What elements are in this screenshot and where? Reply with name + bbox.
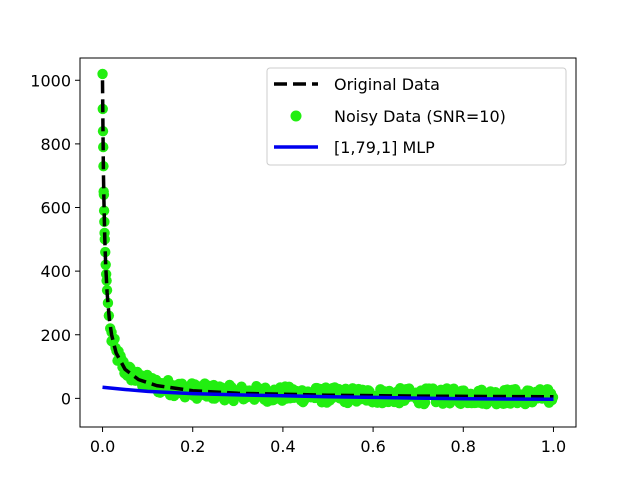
plot-data — [97, 68, 559, 410]
axis-ticks: 0.0 0.2 0.4 0.6 0.8 1.0 0 200 400 600 800 1000 — [30, 71, 566, 456]
y-tick-label: 200 — [40, 326, 71, 345]
legend-label-mlp: [1,79,1] MLP — [334, 138, 435, 157]
data-point — [100, 259, 111, 270]
mlp-fit-line — [102, 385, 554, 402]
x-tick-label: 0.2 — [180, 437, 205, 456]
plot-frame — [79, 57, 577, 428]
y-tick-label: 400 — [40, 262, 71, 281]
y-tick-label: 0 — [61, 389, 71, 408]
x-tick-label: 0.4 — [270, 437, 295, 456]
x-tick-label: 0.0 — [90, 437, 115, 456]
data-point — [102, 297, 114, 309]
y-tick-label: 1000 — [30, 71, 71, 90]
y-tick-label: 800 — [40, 135, 71, 154]
x-tick-label: 0.8 — [451, 437, 476, 456]
legend: Original Data Noisy Data (SNR=10) [1,79,… — [266, 67, 567, 166]
legend-box — [266, 67, 567, 166]
legend-label-original: Original Data — [334, 75, 440, 94]
legend-label-noisy: Noisy Data (SNR=10) — [334, 107, 506, 126]
data-point — [97, 68, 108, 80]
x-tick-label: 0.6 — [360, 437, 385, 456]
x-tick-label: 1.0 — [541, 437, 566, 456]
y-tick-label: 600 — [40, 199, 71, 218]
legend-swatch-noisy — [290, 110, 302, 122]
data-point — [98, 205, 110, 216]
